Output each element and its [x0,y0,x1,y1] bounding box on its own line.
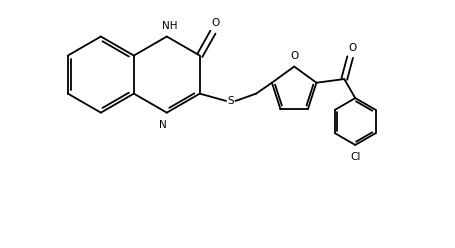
Text: O: O [348,43,356,53]
Text: NH: NH [162,21,177,31]
Text: S: S [227,96,234,106]
Text: Cl: Cl [350,152,360,161]
Text: N: N [159,120,167,130]
Text: O: O [212,18,220,29]
Text: O: O [290,51,298,62]
